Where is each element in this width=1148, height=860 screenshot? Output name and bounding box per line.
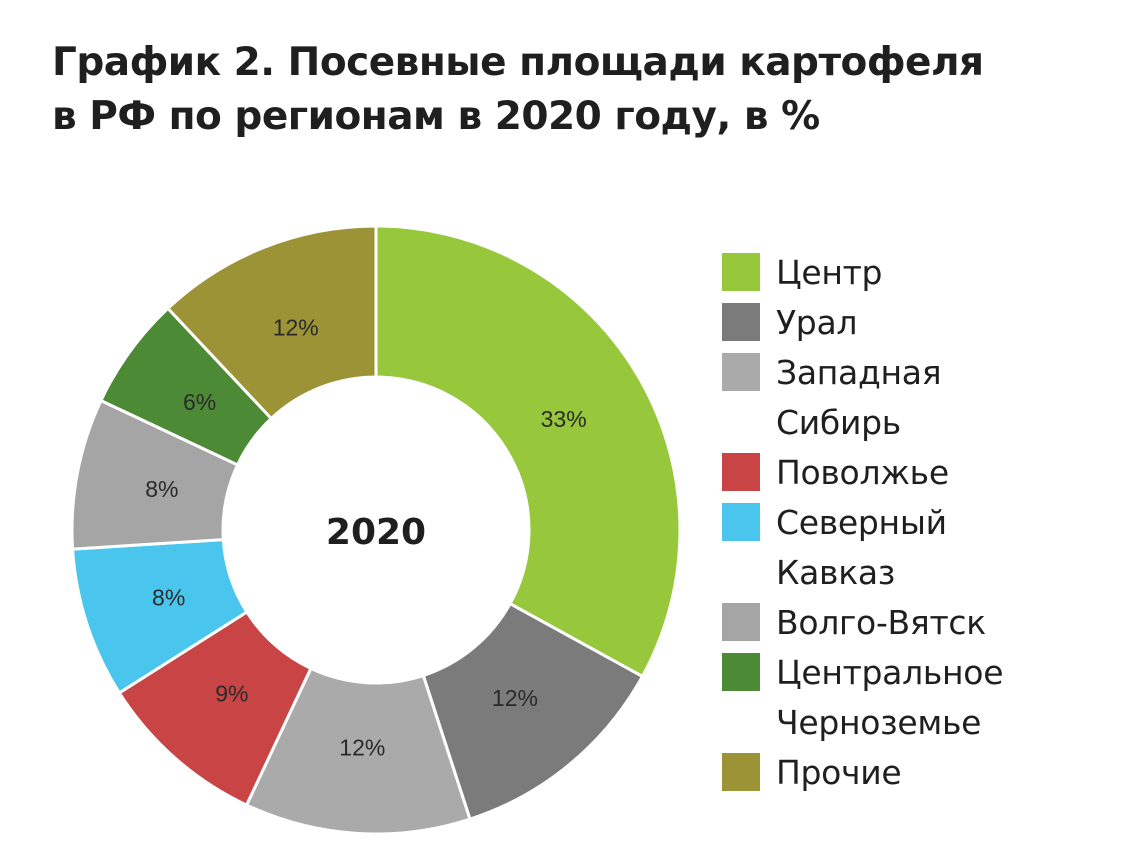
legend-label-volgo-vyatsk: Волго-Вятск [776,603,986,642]
data-label-volgo-vyatsk: 8% [145,476,178,502]
legend-label-center: Центр [776,253,883,292]
legend-swatch-volga [722,453,760,491]
donut-center-label: 2020 [326,512,426,553]
data-label-north-caucasus: 8% [152,584,185,610]
legend-swatch-volgo-vyatsk [722,603,760,641]
donut-segment-center [374,224,682,678]
legend-label-ural: Урал [776,303,858,342]
data-label-central-chernozem: 6% [183,389,216,415]
chart-title-line-1: График 2. Посевные площади картофеля [52,40,984,85]
legend-item-ural: Урал [722,298,1142,348]
legend-item-north-caucasus: Северный Кавказ [722,498,1142,598]
legend-swatch-other [722,753,760,791]
data-label-other: 12% [273,314,319,340]
legend-item-volgo-vyatsk: Волго-Вятск [722,598,1142,648]
chart-legend: Центр Урал Западная Сибирь Поволжье Севе… [722,248,1142,798]
data-label-center: 33% [541,406,587,432]
legend-swatch-west-siberia [722,353,760,391]
chart-title-line-2: в РФ по регионам в 2020 году, в % [52,94,820,139]
legend-label-west-siberia: Западная Сибирь [776,353,942,442]
legend-item-other: Прочие [722,748,1142,798]
donut-segments [70,224,682,836]
legend-swatch-center [722,253,760,291]
data-label-ural: 12% [492,685,538,711]
legend-label-north-caucasus: Северный Кавказ [776,503,947,592]
legend-item-central-chernozem: Центральное Черноземье [722,648,1142,748]
legend-item-volga: Поволжье [722,448,1142,498]
legend-item-west-siberia: Западная Сибирь [722,348,1142,448]
legend-label-volga: Поволжье [776,453,949,492]
legend-swatch-central-chernozem [722,653,760,691]
data-label-volga: 9% [215,681,248,707]
legend-item-center: Центр [722,248,1142,298]
legend-swatch-ural [722,303,760,341]
donut-segment-other [166,224,378,420]
legend-swatch-north-caucasus [722,503,760,541]
legend-label-other: Прочие [776,753,902,792]
chart-title: График 2. Посевные площади картофеля в Р… [52,36,1012,144]
donut-data-labels: 33% 12% 12% 9% 8% 8% 6% 12% [145,314,586,760]
legend-label-central-chernozem: Центральное Черноземье [776,653,1004,742]
data-label-west-siberia: 12% [339,735,385,761]
